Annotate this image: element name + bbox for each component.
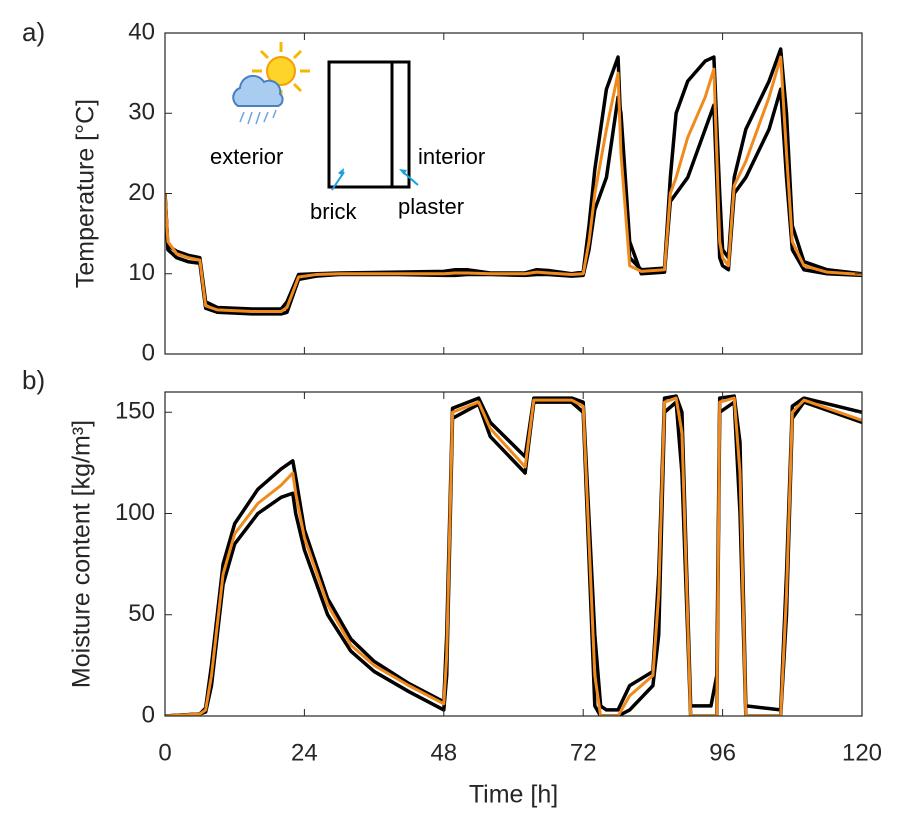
y-tick-label: 10 xyxy=(128,259,155,286)
data-line xyxy=(165,396,862,716)
x-tick-label: 0 xyxy=(158,739,171,766)
data-line xyxy=(165,47,862,311)
data-line xyxy=(165,400,862,716)
annotation: interior xyxy=(418,144,485,169)
plot-area xyxy=(165,47,862,316)
arrow-head xyxy=(399,169,407,175)
axes-box xyxy=(164,391,863,717)
y-tick-label: 20 xyxy=(128,179,155,206)
inset-diagram xyxy=(232,42,419,191)
plot-area xyxy=(165,394,862,716)
y-axis-label: Temperature [°C] xyxy=(72,99,100,288)
x-tick-label: 96 xyxy=(709,739,736,766)
panel-label: b) xyxy=(22,365,45,395)
y-tick-label: 40 xyxy=(128,18,155,45)
arrow xyxy=(402,171,419,186)
arrow-head xyxy=(338,168,344,176)
panel-label: a) xyxy=(22,17,45,47)
wall-outline xyxy=(327,60,411,189)
data-line xyxy=(165,87,862,316)
x-tick-label: 72 xyxy=(570,739,597,766)
x-tick-label: 120 xyxy=(842,739,882,766)
y-axis-label: Moisture content [kg/m³] xyxy=(68,420,96,688)
x-axis-label: Time [h] xyxy=(469,781,558,809)
data-line xyxy=(165,394,862,716)
annotation: brick xyxy=(310,199,357,224)
x-tick-label: 48 xyxy=(430,739,457,766)
y-tick-label: 100 xyxy=(115,499,155,526)
x-tick-label: 24 xyxy=(291,739,318,766)
annotation: plaster xyxy=(398,194,464,219)
y-tick-label: 30 xyxy=(128,99,155,126)
y-tick-label: 0 xyxy=(142,339,155,366)
y-tick-label: 50 xyxy=(128,600,155,627)
data-line xyxy=(165,55,862,313)
axes-box xyxy=(164,32,863,355)
y-tick-label: 150 xyxy=(115,398,155,425)
annotation: exterior xyxy=(210,144,283,169)
y-tick-label: 0 xyxy=(142,701,155,728)
cloud-icon xyxy=(232,74,284,125)
